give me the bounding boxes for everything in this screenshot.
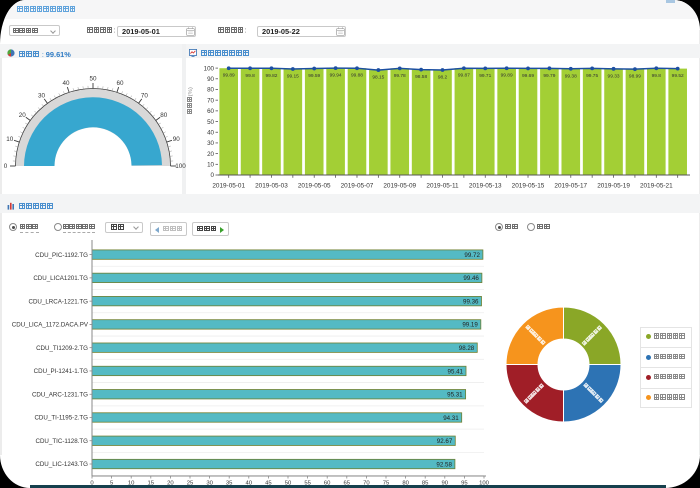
svg-text:20: 20 (19, 112, 27, 119)
svg-text:2019-05-21: 2019-05-21 (640, 183, 673, 190)
svg-text:40: 40 (207, 129, 214, 136)
svg-text:CDU_PI-1241-1.TG: CDU_PI-1241-1.TG (34, 368, 89, 375)
svg-text:CDU_LIC-1243.TG: CDU_LIC-1243.TG (35, 461, 88, 468)
svg-text:20: 20 (167, 481, 174, 487)
svg-text:CDU_TI1209-2.TG: CDU_TI1209-2.TG (36, 345, 88, 352)
svg-text:CDU_LRCA-1221.TG: CDU_LRCA-1221.TG (29, 298, 89, 305)
svg-text:98.28: 98.28 (459, 345, 475, 352)
svg-text:CDU_ARC-1231.TG: CDU_ARC-1231.TG (32, 391, 88, 398)
svg-text:98.99: 98.99 (629, 74, 641, 80)
svg-text:98.15: 98.15 (372, 75, 384, 81)
svg-text:65: 65 (344, 481, 351, 487)
svg-text:CDU_TIC-1128.TG: CDU_TIC-1128.TG (36, 438, 89, 445)
svg-text:0: 0 (4, 163, 8, 170)
svg-text:99.38: 99.38 (565, 73, 577, 79)
svg-text:30: 30 (206, 481, 213, 487)
svg-text:0: 0 (211, 172, 215, 179)
svg-text:90: 90 (173, 136, 181, 143)
svg-text:92.58: 92.58 (436, 461, 452, 468)
svg-text:70: 70 (141, 92, 149, 99)
svg-text:2019-05-01: 2019-05-01 (212, 183, 245, 190)
svg-text:80: 80 (160, 112, 168, 119)
svg-text:35: 35 (226, 481, 233, 487)
svg-text:90: 90 (442, 481, 449, 487)
svg-text:70: 70 (207, 97, 214, 104)
svg-text:10: 10 (6, 136, 14, 143)
svg-text:99.8: 99.8 (245, 73, 255, 79)
svg-text:2019-05-05: 2019-05-05 (298, 183, 331, 190)
svg-text:100: 100 (204, 65, 215, 72)
svg-text:50: 50 (207, 119, 214, 126)
svg-text:CDU_TI-1195-2.TG: CDU_TI-1195-2.TG (34, 415, 88, 422)
svg-text:95.41: 95.41 (448, 368, 464, 375)
svg-text:98.58: 98.58 (415, 74, 427, 80)
svg-text:99.75: 99.75 (586, 73, 598, 79)
svg-text:99.82: 99.82 (265, 73, 277, 79)
svg-text:5: 5 (110, 481, 114, 487)
svg-text:2019-05-19: 2019-05-19 (597, 183, 630, 190)
svg-text:94.31: 94.31 (443, 415, 459, 422)
svg-text:99.89: 99.89 (501, 73, 513, 79)
svg-text:90: 90 (207, 76, 214, 83)
svg-text:99.88: 99.88 (351, 73, 363, 79)
svg-text:99.72: 99.72 (464, 252, 480, 259)
svg-text:20: 20 (207, 151, 214, 158)
svg-text:95.31: 95.31 (447, 392, 463, 399)
svg-text:0: 0 (90, 481, 94, 487)
svg-text:50: 50 (89, 76, 97, 83)
svg-text:99.36: 99.36 (463, 298, 479, 305)
svg-text:100: 100 (175, 163, 186, 170)
svg-text:2019-05-15: 2019-05-15 (512, 183, 545, 190)
svg-text:99.94: 99.94 (330, 73, 342, 79)
svg-text:2019-05-11: 2019-05-11 (426, 183, 459, 190)
svg-text:10: 10 (207, 162, 214, 169)
svg-text:30: 30 (38, 92, 46, 99)
svg-text:99.19: 99.19 (462, 322, 478, 329)
svg-text:99.59: 99.59 (308, 73, 320, 79)
svg-text:40: 40 (62, 80, 70, 87)
svg-text:25: 25 (187, 481, 194, 487)
svg-text:2019-05-13: 2019-05-13 (469, 183, 502, 190)
svg-text:50: 50 (285, 481, 292, 487)
svg-text:30: 30 (207, 140, 214, 147)
svg-text:99.46: 99.46 (463, 275, 479, 282)
svg-text:55: 55 (304, 481, 311, 487)
svg-text:2019-05-07: 2019-05-07 (341, 183, 374, 190)
svg-text:92.67: 92.67 (437, 438, 453, 445)
svg-text:70: 70 (363, 481, 370, 487)
svg-text:45: 45 (265, 481, 272, 487)
svg-text:99.8: 99.8 (652, 73, 662, 79)
svg-text:60: 60 (207, 108, 214, 115)
svg-text:CDU_LICA1201.TG: CDU_LICA1201.TG (33, 275, 88, 282)
svg-text:CDU_PIC-1192.TG: CDU_PIC-1192.TG (35, 252, 88, 259)
svg-text:99.69: 99.69 (522, 73, 534, 79)
svg-text:99.71: 99.71 (479, 73, 491, 79)
svg-text:99.89: 99.89 (223, 73, 235, 79)
svg-text:2019-05-17: 2019-05-17 (554, 183, 587, 190)
svg-text:80: 80 (207, 87, 214, 94)
svg-text:99.33: 99.33 (608, 73, 620, 79)
svg-text:75: 75 (383, 481, 390, 487)
svg-text:80: 80 (402, 481, 409, 487)
svg-text:60: 60 (117, 80, 125, 87)
svg-text:98.2: 98.2 (438, 75, 448, 81)
svg-text:10: 10 (128, 481, 135, 487)
svg-text:2019-05-03: 2019-05-03 (255, 183, 288, 190)
svg-text:99.87: 99.87 (458, 73, 470, 79)
svg-text:15: 15 (148, 481, 155, 487)
svg-text:60: 60 (324, 481, 331, 487)
svg-text:99.15: 99.15 (287, 74, 299, 80)
svg-text:95: 95 (461, 481, 468, 487)
svg-text:100: 100 (479, 481, 490, 487)
svg-text:99.78: 99.78 (394, 73, 406, 79)
svg-text:99.52: 99.52 (672, 73, 684, 79)
svg-text:2019-05-09: 2019-05-09 (383, 183, 416, 190)
svg-text:CDU_LICA_1172.DACA.PV: CDU_LICA_1172.DACA.PV (12, 322, 89, 329)
svg-text:99.79: 99.79 (543, 73, 555, 79)
svg-text:85: 85 (422, 481, 429, 487)
svg-text:40: 40 (246, 481, 253, 487)
